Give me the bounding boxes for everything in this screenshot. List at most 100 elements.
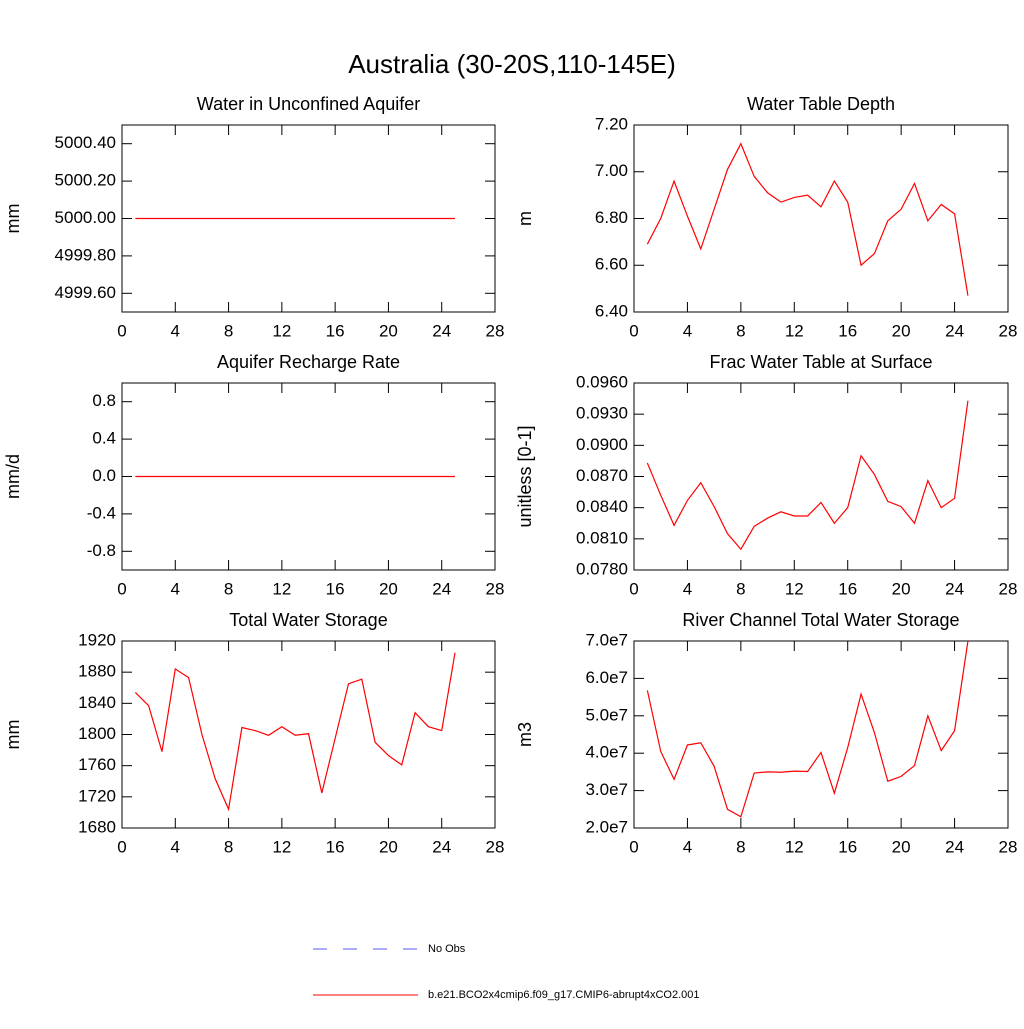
y-tick-label: 6.60 bbox=[595, 255, 628, 274]
x-tick-label: 16 bbox=[838, 579, 857, 598]
x-tick-label: 8 bbox=[736, 579, 745, 598]
y-tick-label: 4999.60 bbox=[55, 283, 116, 302]
y-tick-label: 0.8 bbox=[92, 391, 116, 410]
y-axis-label: mm/d bbox=[3, 454, 23, 499]
x-tick-label: 0 bbox=[117, 837, 126, 856]
y-tick-label: 1920 bbox=[78, 630, 116, 649]
figure-title: Australia (30-20S,110-145E) bbox=[348, 49, 676, 79]
y-axis-label: mm bbox=[3, 204, 23, 234]
x-tick-label: 12 bbox=[785, 837, 804, 856]
x-tick-label: 8 bbox=[224, 321, 233, 340]
y-tick-label: 6.0e7 bbox=[585, 668, 628, 687]
y-tick-label: 7.0e7 bbox=[585, 630, 628, 649]
x-tick-label: 4 bbox=[171, 579, 180, 598]
y-axis-label: mm bbox=[3, 720, 23, 750]
y-tick-label: -0.4 bbox=[87, 503, 116, 522]
x-tick-label: 20 bbox=[892, 579, 911, 598]
y-tick-label: 5000.40 bbox=[55, 133, 116, 152]
data-line bbox=[134, 652, 456, 812]
y-tick-label: 6.80 bbox=[595, 208, 628, 227]
y-tick-label: 7.00 bbox=[595, 161, 628, 180]
panel-title: River Channel Total Water Storage bbox=[682, 610, 959, 630]
plot-frame bbox=[633, 382, 1009, 571]
legend-label: No Obs bbox=[428, 943, 466, 955]
y-tick-label: 0.0 bbox=[92, 466, 116, 485]
y-axis-label: m3 bbox=[515, 722, 535, 747]
x-tick-label: 28 bbox=[999, 579, 1018, 598]
x-tick-label: 12 bbox=[785, 321, 804, 340]
y-tick-label: 0.0840 bbox=[576, 497, 628, 516]
panel-title: Water in Unconfined Aquifer bbox=[197, 94, 420, 114]
y-tick-label: 0.4 bbox=[92, 429, 116, 448]
y-tick-label: 5000.00 bbox=[55, 208, 116, 227]
x-tick-label: 28 bbox=[486, 321, 505, 340]
y-tick-label: 1880 bbox=[78, 662, 116, 681]
panel-title: Total Water Storage bbox=[229, 610, 387, 630]
panel-title: Frac Water Table at Surface bbox=[709, 352, 932, 372]
data-line bbox=[646, 640, 969, 818]
y-tick-label: 4999.80 bbox=[55, 245, 116, 264]
x-tick-label: 28 bbox=[999, 321, 1018, 340]
x-tick-label: 20 bbox=[379, 837, 398, 856]
x-tick-label: 16 bbox=[326, 321, 345, 340]
x-tick-label: 16 bbox=[838, 321, 857, 340]
y-tick-label: 1720 bbox=[78, 786, 116, 805]
y-tick-label: -0.8 bbox=[87, 541, 116, 560]
x-tick-label: 8 bbox=[736, 837, 745, 856]
x-tick-label: 24 bbox=[432, 321, 451, 340]
x-tick-label: 8 bbox=[224, 579, 233, 598]
plot-frame bbox=[633, 640, 1009, 829]
x-tick-label: 16 bbox=[838, 837, 857, 856]
x-tick-label: 24 bbox=[945, 579, 964, 598]
x-tick-label: 4 bbox=[171, 321, 180, 340]
y-tick-label: 1760 bbox=[78, 755, 116, 774]
x-tick-label: 12 bbox=[272, 579, 291, 598]
y-tick-label: 5.0e7 bbox=[585, 705, 628, 724]
x-tick-label: 20 bbox=[379, 579, 398, 598]
x-tick-label: 0 bbox=[629, 837, 638, 856]
x-tick-label: 12 bbox=[272, 837, 291, 856]
y-tick-label: 0.0780 bbox=[576, 559, 628, 578]
x-tick-label: 16 bbox=[326, 837, 345, 856]
y-tick-label: 1800 bbox=[78, 724, 116, 743]
y-tick-label: 1840 bbox=[78, 693, 116, 712]
x-tick-label: 28 bbox=[486, 579, 505, 598]
x-tick-label: 20 bbox=[892, 837, 911, 856]
x-tick-label: 4 bbox=[683, 837, 692, 856]
y-tick-label: 7.20 bbox=[595, 114, 628, 133]
x-tick-label: 0 bbox=[117, 579, 126, 598]
y-tick-label: 0.0900 bbox=[576, 435, 628, 454]
y-tick-label: 0.0930 bbox=[576, 404, 628, 423]
x-tick-label: 20 bbox=[379, 321, 398, 340]
y-tick-label: 3.0e7 bbox=[585, 780, 628, 799]
x-tick-label: 0 bbox=[117, 321, 126, 340]
y-tick-label: 0.0810 bbox=[576, 528, 628, 547]
y-axis-label: m bbox=[515, 211, 535, 226]
x-tick-label: 20 bbox=[892, 321, 911, 340]
x-tick-label: 16 bbox=[326, 579, 345, 598]
y-tick-label: 6.40 bbox=[595, 301, 628, 320]
x-tick-label: 24 bbox=[945, 837, 964, 856]
x-tick-label: 8 bbox=[736, 321, 745, 340]
x-tick-label: 28 bbox=[999, 837, 1018, 856]
x-tick-label: 12 bbox=[272, 321, 291, 340]
y-tick-label: 0.0960 bbox=[576, 372, 628, 391]
x-tick-label: 0 bbox=[629, 579, 638, 598]
y-tick-label: 0.0870 bbox=[576, 466, 628, 485]
x-tick-label: 24 bbox=[432, 579, 451, 598]
panel-title: Aquifer Recharge Rate bbox=[217, 352, 400, 372]
x-tick-label: 12 bbox=[785, 579, 804, 598]
x-tick-label: 24 bbox=[432, 837, 451, 856]
y-tick-label: 2.0e7 bbox=[585, 817, 628, 836]
x-tick-label: 28 bbox=[486, 837, 505, 856]
x-tick-label: 8 bbox=[224, 837, 233, 856]
legend-label: b.e21.BCO2x4cmip6.f09_g17.CMIP6-abrupt4x… bbox=[428, 989, 700, 1001]
plot-frame bbox=[633, 124, 1009, 313]
data-line bbox=[646, 142, 969, 296]
panel-title: Water Table Depth bbox=[747, 94, 895, 114]
y-tick-label: 5000.20 bbox=[55, 171, 116, 190]
y-tick-label: 1680 bbox=[78, 817, 116, 836]
x-tick-label: 0 bbox=[629, 321, 638, 340]
